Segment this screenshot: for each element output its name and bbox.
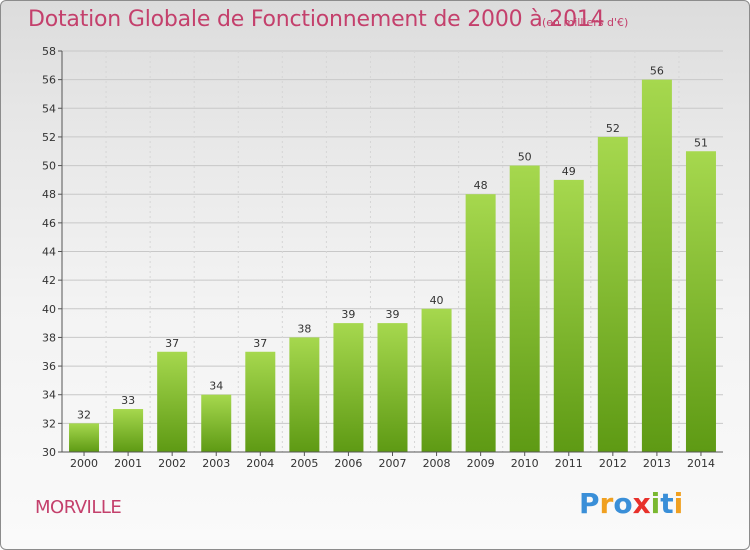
- bar: [289, 337, 320, 452]
- y-tick-label: 50: [42, 160, 56, 173]
- y-tick-label: 48: [42, 188, 56, 201]
- y-tick-label: 38: [42, 331, 56, 344]
- bar: [333, 323, 364, 452]
- value-label: 56: [650, 65, 664, 78]
- y-tick-label: 46: [42, 217, 56, 230]
- y-tick-label: 58: [42, 45, 56, 58]
- logo-letter: x: [632, 487, 651, 520]
- x-tick-label: 2010: [511, 457, 539, 470]
- y-tick-label: 42: [42, 274, 56, 287]
- x-tick-label: 2013: [643, 457, 671, 470]
- axes: [58, 50, 723, 456]
- logo-letter: P: [579, 487, 600, 520]
- x-tick-label: 2008: [423, 457, 451, 470]
- value-label: 32: [77, 408, 91, 421]
- bar: [553, 179, 584, 452]
- bar: [641, 79, 672, 453]
- bar: [245, 351, 276, 452]
- bar: [113, 409, 144, 452]
- x-tick-label: 2011: [555, 457, 583, 470]
- value-label: 39: [341, 308, 355, 321]
- logo-letter: i: [673, 487, 684, 520]
- logo-letter: r: [599, 487, 614, 520]
- value-label: 37: [253, 337, 267, 350]
- value-label: 52: [606, 122, 620, 135]
- x-tick-label: 2000: [70, 457, 98, 470]
- value-label: 49: [562, 165, 576, 178]
- bar: [69, 423, 100, 452]
- bar: [157, 351, 188, 452]
- bar: [509, 165, 540, 453]
- x-tick-label: 2002: [158, 457, 186, 470]
- y-tick-label: 52: [42, 131, 56, 144]
- bar: [377, 323, 408, 452]
- value-label: 33: [121, 394, 135, 407]
- x-tick-label: 2006: [334, 457, 362, 470]
- x-tick-label: 2012: [599, 457, 627, 470]
- x-tick-label: 2014: [687, 457, 715, 470]
- y-tick-label: 44: [42, 246, 56, 259]
- x-tick-label: 2001: [114, 457, 142, 470]
- value-label: 51: [694, 136, 708, 149]
- y-tick-label: 54: [42, 102, 56, 115]
- bar: [201, 394, 232, 452]
- y-tick-label: 30: [42, 446, 56, 459]
- bar: [465, 194, 496, 452]
- logo-letter: t: [660, 487, 674, 520]
- bar: [421, 308, 452, 452]
- y-tick-label: 40: [42, 303, 56, 316]
- x-tick-label: 2004: [246, 457, 274, 470]
- chart-title: Dotation Globale de Fonctionnement de 20…: [28, 7, 605, 32]
- bar: [685, 151, 716, 452]
- value-label: 38: [297, 322, 311, 335]
- y-tick-label: 36: [42, 360, 56, 373]
- x-tick-label: 2003: [202, 457, 230, 470]
- proxiti-logo: Proxiti: [579, 487, 683, 520]
- value-label: 39: [386, 308, 400, 321]
- x-tick-label: 2005: [290, 457, 318, 470]
- logo-letter: o: [613, 487, 633, 520]
- value-label: 34: [209, 380, 223, 393]
- y-tick-label: 56: [42, 74, 56, 87]
- value-label: 40: [430, 294, 444, 307]
- value-label: 50: [518, 151, 532, 164]
- bar: [597, 136, 628, 452]
- x-tick-label: 2009: [467, 457, 495, 470]
- y-tick-label: 34: [42, 389, 56, 402]
- value-label: 37: [165, 337, 179, 350]
- chart-subtitle: (en milliers d'€): [542, 16, 629, 29]
- y-tick-label: 32: [42, 417, 56, 430]
- bars: [69, 79, 716, 453]
- commune-name: MORVILLE: [35, 497, 122, 518]
- x-tick-label: 2007: [379, 457, 407, 470]
- labels: 30 32 34 36 38 40 42 44 46 48 50 52 54 56 58 32 2000 33 20…: [42, 45, 715, 470]
- logo-letter: i: [650, 487, 661, 520]
- value-label: 48: [474, 179, 488, 192]
